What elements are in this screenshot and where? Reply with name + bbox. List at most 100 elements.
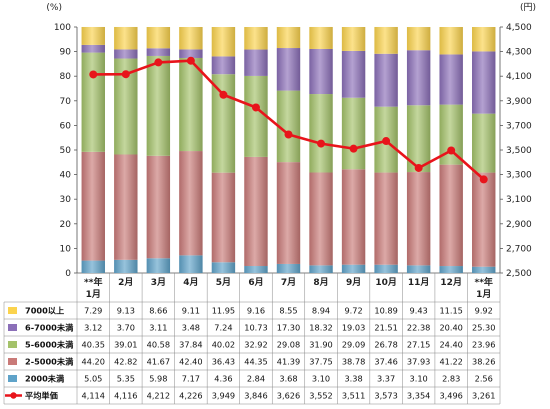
legend-marker <box>10 392 17 399</box>
table-cell: 5.98 <box>149 374 167 384</box>
table-cell: 17.30 <box>277 323 300 333</box>
table-cell: 3,511 <box>342 391 365 401</box>
table-cell: 8.94 <box>312 306 330 316</box>
legend-label: 7000以上 <box>25 306 64 316</box>
x-tick-label: 11月 <box>408 277 430 288</box>
table-cell: 39.01 <box>114 340 137 350</box>
left-tick-label: 20 <box>60 220 72 230</box>
x-tick-label: 12月 <box>440 277 462 288</box>
table-cell: 3,573 <box>374 391 397 401</box>
bar-segment <box>81 44 105 53</box>
right-tick-label: 3,700 <box>506 121 532 131</box>
table-cell: 37.84 <box>179 340 202 350</box>
right-tick-label: 2,900 <box>506 220 532 230</box>
left-axis-unit: (%) <box>46 3 62 13</box>
average-price-point <box>317 139 326 148</box>
bar-segment <box>341 27 366 51</box>
table-cell: 26.78 <box>374 340 397 350</box>
bar-segment <box>309 172 333 266</box>
table-cell: 3.11 <box>149 323 167 333</box>
table-cell: 41.67 <box>147 357 170 367</box>
average-price-point <box>414 163 423 172</box>
table-cell: 42.82 <box>114 357 137 367</box>
legend-label: 5-6000未満 <box>25 340 73 350</box>
bar-segment <box>211 262 236 273</box>
table-cell: 3,552 <box>309 391 332 401</box>
x-tick-label-line2: 1月 <box>86 289 101 300</box>
bar-segment <box>146 55 171 156</box>
x-tick-label: 6月 <box>248 277 263 288</box>
table-cell: 36.43 <box>212 357 235 367</box>
table-cell: 38.78 <box>342 357 365 367</box>
table-cell: 21.51 <box>374 323 397 333</box>
right-tick-label: 2,700 <box>506 244 532 254</box>
table-cell: 3.10 <box>410 374 428 384</box>
bar-segment <box>472 266 496 273</box>
bar-segment <box>81 151 105 261</box>
table-cell: 3,626 <box>277 391 300 401</box>
average-price-point <box>186 56 195 65</box>
table-cell: 40.35 <box>82 340 105 350</box>
bar-segment <box>341 97 366 170</box>
table-cell: 3.68 <box>279 374 297 384</box>
table-cell: 4,226 <box>179 391 202 401</box>
bar-segment <box>114 26 138 50</box>
table-cell: 3,949 <box>212 391 235 401</box>
bar-segment <box>406 27 431 51</box>
left-tick-label: 40 <box>60 171 72 181</box>
table-cell: 29.09 <box>342 340 365 350</box>
x-tick-label: **年 <box>475 276 493 288</box>
legend-label: 2000未満 <box>25 374 64 384</box>
bar-segment <box>114 259 138 273</box>
bar-segment <box>341 169 366 265</box>
bar-segment <box>211 27 236 57</box>
left-tick-label: 0 <box>65 269 71 279</box>
table-cell: 4,114 <box>82 391 105 401</box>
average-price-point <box>382 137 391 146</box>
table-cell: 40.58 <box>147 340 170 350</box>
table-cell: 2.56 <box>475 374 493 384</box>
average-price-point <box>251 103 260 112</box>
bar-segment <box>179 151 203 256</box>
table-cell: 18.32 <box>309 323 332 333</box>
table-cell: 8.66 <box>149 306 167 316</box>
table-cell: 9.16 <box>247 306 265 316</box>
bar-segment <box>211 56 236 75</box>
left-tick-label: 30 <box>60 195 72 205</box>
bar-segment <box>309 265 333 273</box>
left-tick-label: 10 <box>60 244 72 254</box>
table-cell: 3.12 <box>84 323 102 333</box>
bar-segment <box>81 26 105 45</box>
table-cell: 37.93 <box>407 357 430 367</box>
bar-segment <box>179 49 203 58</box>
legend-swatch <box>8 307 17 314</box>
bar-segment <box>406 265 431 273</box>
bar-segment <box>244 27 268 50</box>
x-tick-label: 2月 <box>118 277 133 288</box>
table-cell: 11.15 <box>439 306 462 316</box>
bar-segment <box>309 48 333 95</box>
table-cell: 11.95 <box>212 306 235 316</box>
bar-segment <box>341 264 366 273</box>
table-cell: 23.96 <box>472 340 495 350</box>
bar-segment <box>276 48 301 91</box>
right-axis-unit: (円) <box>520 2 536 13</box>
average-price-point <box>219 90 228 99</box>
bar-segment <box>276 263 301 273</box>
table-cell: 41.22 <box>439 357 462 367</box>
bar-segment <box>146 48 171 56</box>
right-tick-label: 3,900 <box>506 97 532 107</box>
table-cell: 2.83 <box>442 374 460 384</box>
average-price-point <box>447 146 456 155</box>
bar-segment <box>244 156 268 267</box>
average-price-point <box>284 130 293 139</box>
x-tick-label: 10月 <box>375 277 397 288</box>
bar-segment <box>406 50 431 106</box>
table-cell: 9.13 <box>117 306 135 316</box>
bar-segment <box>146 155 171 259</box>
table-cell: 10.73 <box>244 323 267 333</box>
bar-segment <box>406 105 431 173</box>
legend-swatch <box>8 341 17 348</box>
table-cell: 7.17 <box>182 374 200 384</box>
